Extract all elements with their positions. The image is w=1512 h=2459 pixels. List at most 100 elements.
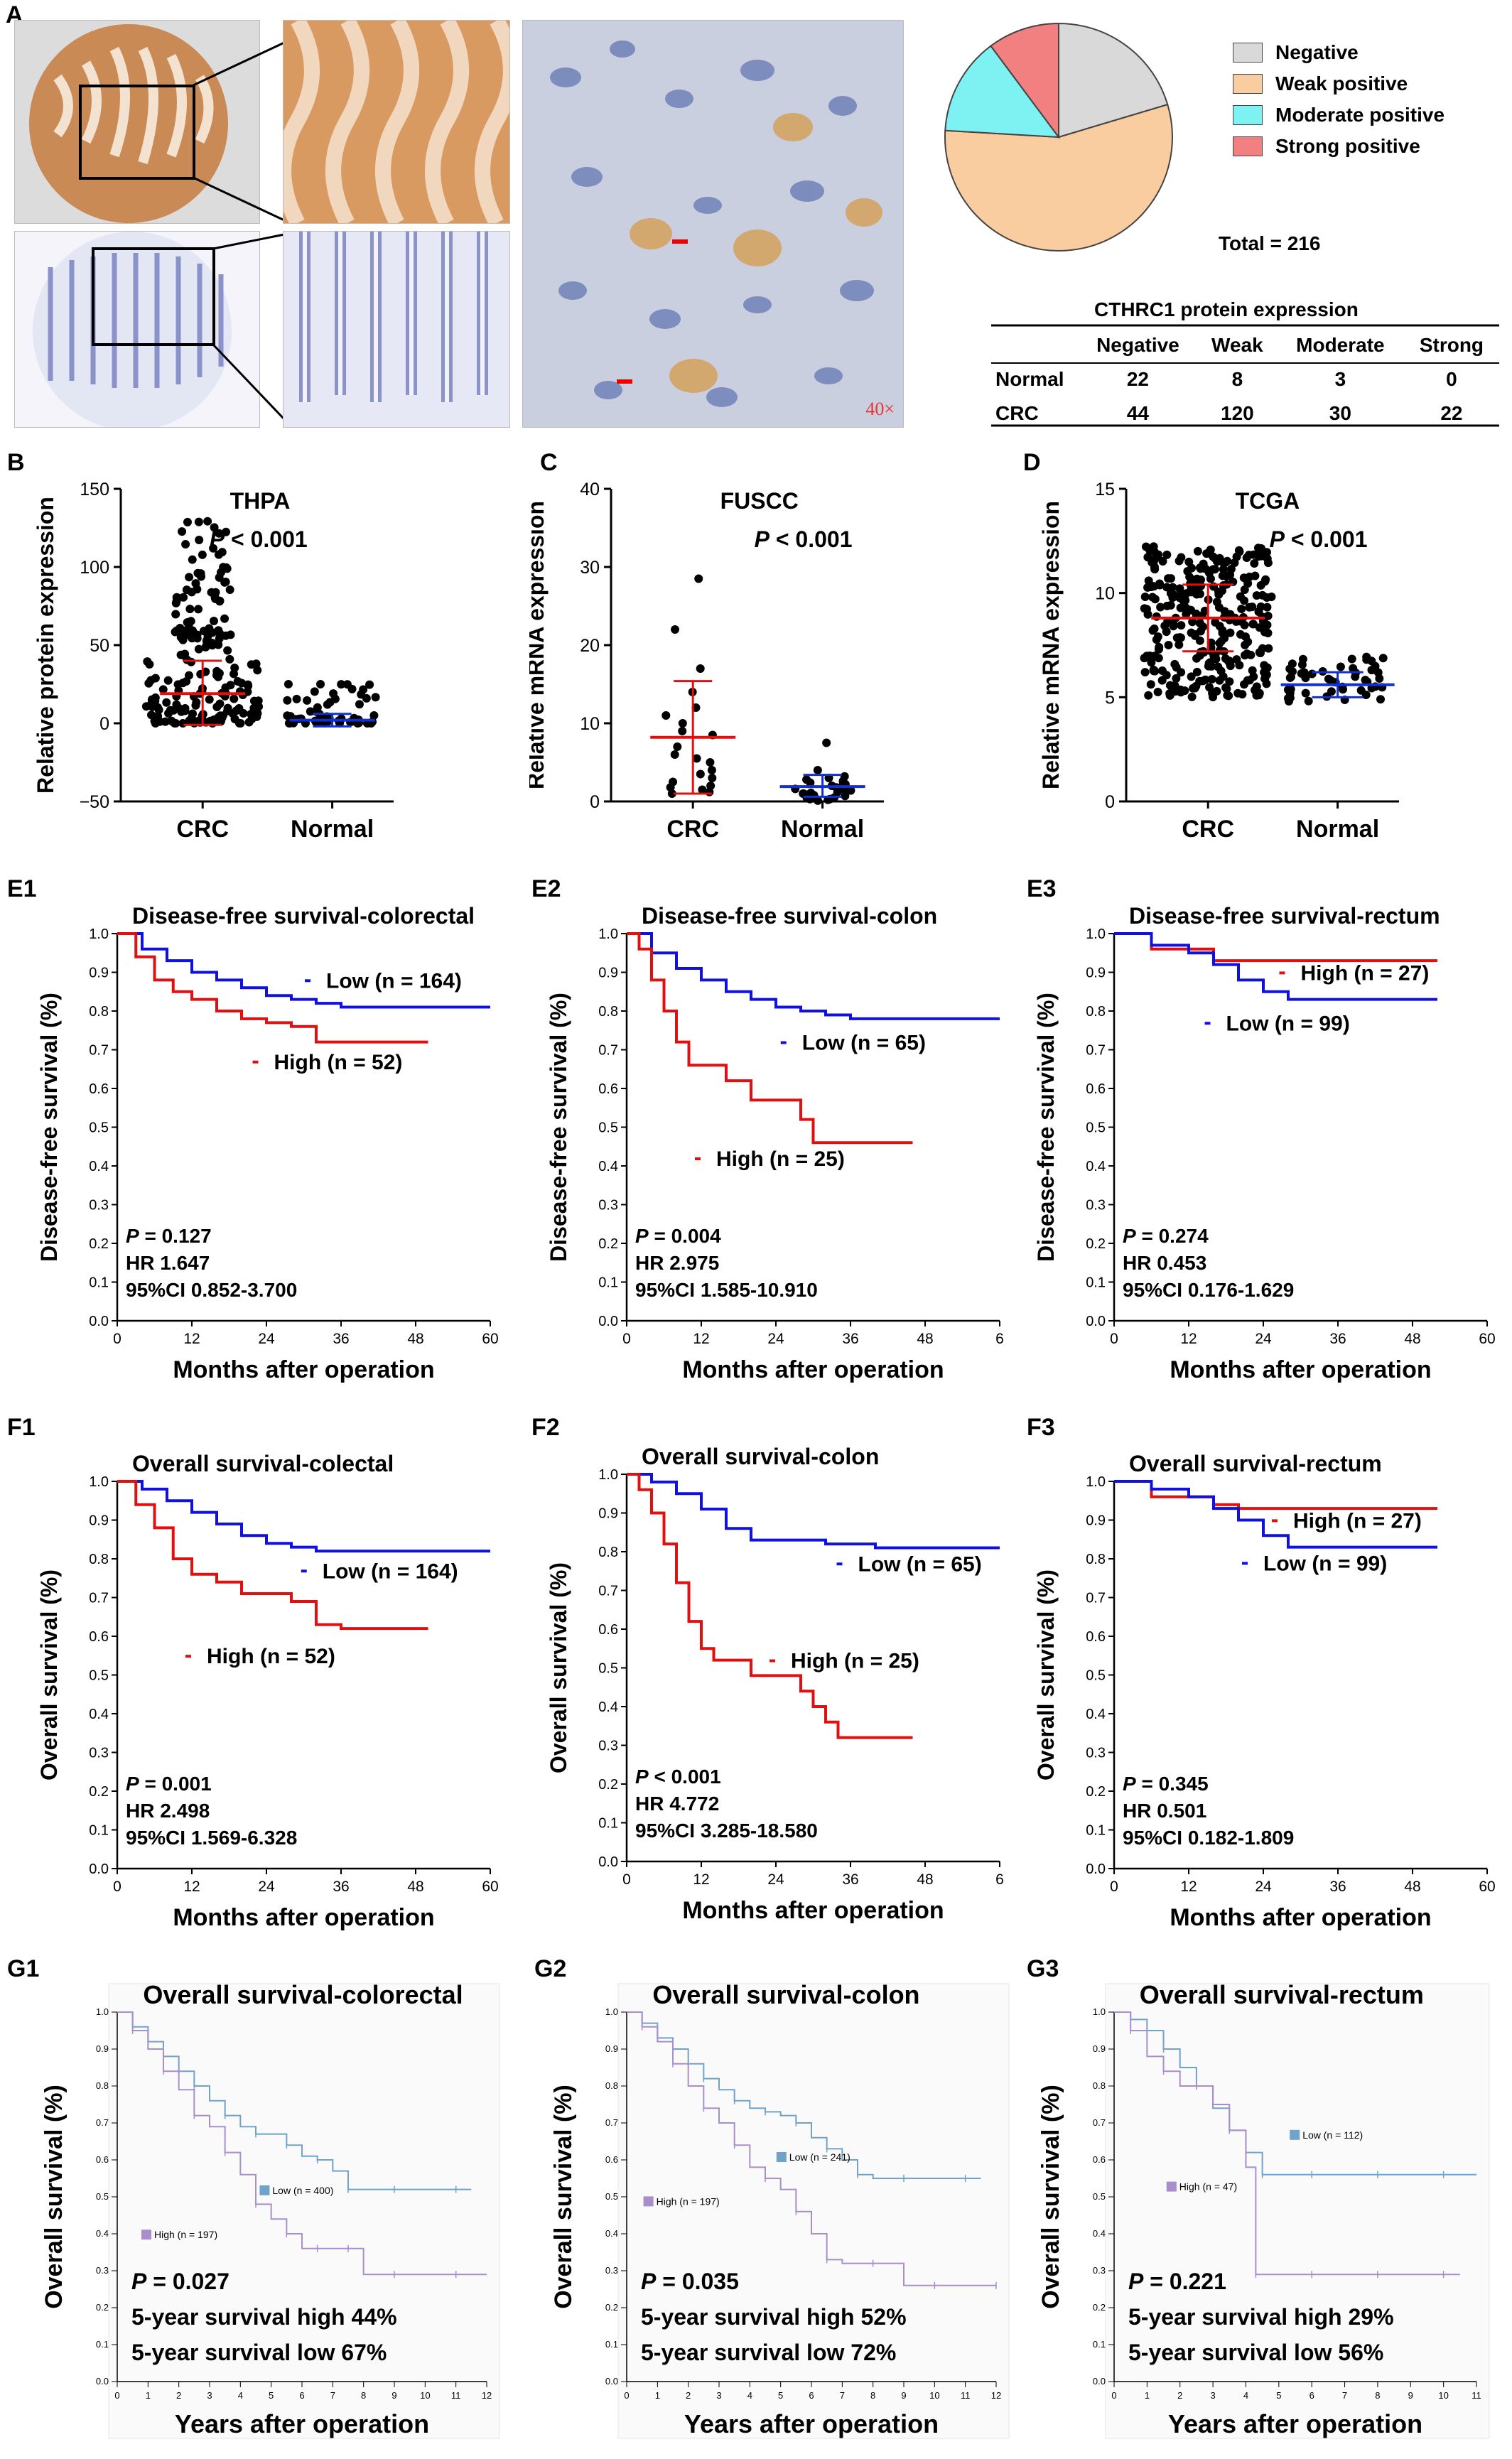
x-tick-label: 8 [361,2390,366,2401]
data-point [173,680,183,689]
y-axis-label: Relative mRNA expression [1038,501,1064,789]
legend-swatch [643,2196,654,2207]
data-point [185,573,194,582]
x-axis-label: Months after operation [1170,1356,1431,1383]
pie-slice-strong-positive [990,22,1059,140]
y-tick-label: 0.1 [1086,1275,1106,1291]
panel-label-d: D [1023,449,1041,476]
data-point [1146,580,1155,590]
y-tick-label: 0.2 [89,1784,109,1800]
x-tick-label: 12 [183,1331,200,1347]
data-point [1215,676,1224,685]
p-value-annotation: P < 0.001 [1270,526,1368,552]
data-point [1248,620,1258,629]
chart-title: THPA [230,488,291,514]
y-tick-label: 0.1 [1086,1823,1106,1839]
data-point [1153,688,1162,697]
stat-text: P = 0.027 [131,2269,230,2294]
data-point [673,742,682,751]
data-point [692,754,701,763]
data-point [1187,692,1197,701]
data-point [188,555,197,564]
y-tick-label: 0.3 [96,2265,109,2276]
x-tick-label: 7 [840,2390,845,2401]
survival-curve [627,932,1000,1020]
data-point [223,646,232,655]
y-tick-label: 0.2 [598,1236,618,1252]
y-tick-label: 0.0 [1093,2376,1106,2387]
data-point [1243,649,1252,659]
y-tick-label: 0.7 [1086,1043,1106,1059]
data-point [209,544,218,553]
series-label: Low (n = 164) [323,1560,458,1583]
data-point [1260,674,1270,683]
data-point [1143,553,1152,562]
data-point [1188,617,1197,627]
data-point [171,718,180,728]
data-point [222,527,231,536]
data-point [1180,686,1189,696]
data-point [209,616,218,625]
x-tick-label: 0 [1110,1879,1118,1895]
data-point [313,703,322,712]
series-label: Low (n = 112) [1302,2129,1363,2141]
data-point [1174,640,1184,649]
series-label: High (n = 52) [207,1645,335,1668]
data-point [225,654,234,664]
data-point [1147,658,1156,667]
y-tick-label: 0.0 [1086,1314,1106,1329]
p-value-annotation: P < 0.001 [210,526,308,552]
x-tick-label: 3 [1210,2390,1215,2401]
data-point [1336,662,1345,671]
data-point [1157,666,1167,675]
km-plot-f3: 0.0 0.1 0.2 0.3 0.4 0.5 0.6 0.7 0.8 0.9 1.0 0 12 24 36… [1033,1451,1496,1931]
stat-text: 95%CI 0.852-3.700 [126,1279,297,1301]
y-tick-label: 0.3 [605,2265,618,2276]
data-point [1226,628,1235,637]
data-point [1140,668,1150,677]
data-point [236,718,245,728]
y-tick-label: 0.6 [598,1622,618,1638]
y-tick-label: 1.0 [1093,2006,1106,2017]
data-point [1150,652,1160,661]
x-tick-label: Normal [781,816,864,843]
x-tick-label: 36 [333,1331,349,1347]
data-point [1150,556,1159,566]
y-tick-label: 40 [580,480,600,499]
y-tick-label: 0.8 [598,1545,618,1560]
panel-label-c: C [540,449,558,476]
data-point [1223,556,1232,566]
stat-text: 5-year survival high 44% [131,2304,397,2330]
data-point [163,676,173,685]
table-cell: 30 [1329,402,1351,424]
data-point [234,704,244,713]
data-point [1254,607,1263,617]
x-tick-label: 9 [1408,2390,1413,2401]
stat-text: P = 0.035 [641,2269,739,2294]
x-tick-label: 3 [207,2390,212,2401]
panel-label-b: B [7,449,25,476]
legend-label: Moderate positive [1275,104,1445,126]
data-point [1263,620,1272,629]
y-tick-label: 100 [80,558,109,578]
data-point [1263,602,1272,612]
data-point [1261,575,1270,584]
legend-swatch [1233,43,1263,63]
series-label: High (n = 27) [1301,961,1430,985]
data-point [323,700,332,709]
y-tick-label: 15 [1095,480,1115,499]
data-point [698,785,707,794]
data-point [179,593,188,602]
legend-label: Strong positive [1275,135,1420,157]
y-tick-label: 0.9 [598,1506,618,1522]
y-axis-label: Overall survival (%) [1037,2085,1064,2309]
data-point [284,679,293,688]
data-point [846,786,855,795]
data-point [1237,605,1246,614]
data-point [253,708,262,718]
y-tick-label: 0.9 [598,966,618,981]
data-point [337,680,346,689]
survival-curve [1114,2011,1476,2176]
data-point [252,659,261,669]
data-point [696,769,705,779]
